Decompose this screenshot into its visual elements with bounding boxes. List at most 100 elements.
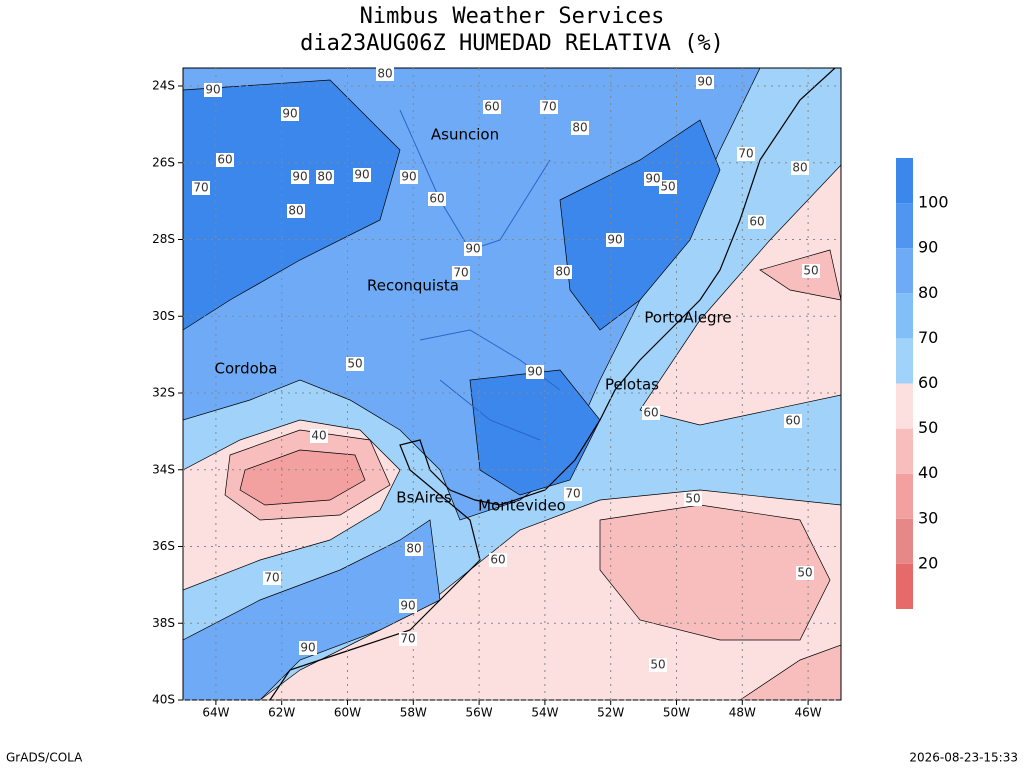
contour-label: 90 bbox=[697, 75, 712, 89]
contour-label: 50 bbox=[797, 566, 812, 580]
contour-label: 90 bbox=[300, 641, 315, 655]
colorbar-swatch bbox=[896, 203, 913, 249]
lon-tick-label: 46W bbox=[795, 706, 822, 720]
contour-label: 80 bbox=[555, 265, 570, 279]
colorbar-swatch bbox=[896, 338, 913, 384]
contour-label-box bbox=[400, 170, 418, 184]
contour-label-box bbox=[737, 147, 755, 161]
city-label: Pelotas bbox=[605, 376, 659, 394]
contour-label: 90 bbox=[354, 168, 369, 182]
colorbar-swatch bbox=[896, 383, 913, 429]
city-label: Cordoba bbox=[215, 360, 278, 378]
contour-label-box bbox=[299, 641, 317, 655]
contour-label-box bbox=[571, 121, 589, 135]
colorbar-label: 40 bbox=[918, 463, 938, 482]
contour-label: 70 bbox=[541, 100, 556, 114]
contour-label: 90 bbox=[401, 170, 416, 184]
colorbar-swatch bbox=[896, 473, 913, 519]
contour-label: 60 bbox=[749, 215, 764, 229]
lat-tick-label: 36S bbox=[152, 539, 175, 553]
contour-label: 50 bbox=[650, 658, 665, 672]
lon-tick-label: 50W bbox=[663, 706, 690, 720]
contour-label-box bbox=[642, 406, 660, 420]
contour-label: 80 bbox=[572, 121, 587, 135]
contour-label-box bbox=[346, 357, 364, 371]
colorbar-label: 50 bbox=[918, 418, 938, 437]
colorbar-label: 20 bbox=[918, 553, 938, 572]
contour-label-box bbox=[204, 83, 222, 97]
contour-label: 50 bbox=[347, 357, 362, 371]
city-label: Reconquista bbox=[367, 277, 459, 295]
contour-label-box bbox=[526, 365, 544, 379]
contour-label-box bbox=[452, 266, 470, 280]
lon-tick-label: 56W bbox=[466, 706, 493, 720]
city-label: BsAires bbox=[396, 489, 452, 507]
contour-label: 90 bbox=[607, 233, 622, 247]
contour-label: 60 bbox=[217, 153, 232, 167]
lat-tick-label: 32S bbox=[152, 386, 175, 400]
contour-label-box bbox=[399, 632, 417, 646]
lon-tick-label: 58W bbox=[400, 706, 427, 720]
colorbar-swatch bbox=[896, 158, 913, 204]
contour-label-box bbox=[291, 170, 309, 184]
contour-label: 80 bbox=[317, 170, 332, 184]
colorbar-swatch bbox=[896, 428, 913, 474]
contour-label-box bbox=[405, 542, 423, 556]
contour-label-box bbox=[791, 161, 809, 175]
title-line: Nimbus Weather Services bbox=[360, 4, 665, 29]
contour-label-box bbox=[606, 233, 624, 247]
city-label: Montevideo bbox=[478, 497, 566, 515]
lat-tick-label: 30S bbox=[152, 309, 175, 323]
lon-tick-label: 52W bbox=[597, 706, 624, 720]
contour-label: 80 bbox=[792, 161, 807, 175]
contour-label-box bbox=[483, 100, 501, 114]
contour-label-box bbox=[564, 487, 582, 501]
contour-label: 50 bbox=[685, 492, 700, 506]
contour-label: 50 bbox=[660, 180, 675, 194]
contour-label: 60 bbox=[785, 414, 800, 428]
contour-label-box bbox=[216, 153, 234, 167]
colorbar-swatch bbox=[896, 563, 913, 609]
lon-tick-label: 48W bbox=[729, 706, 756, 720]
title-line: dia23AUG06Z HUMEDAD RELATIVA (%) bbox=[300, 31, 724, 56]
contour-label: 90 bbox=[282, 107, 297, 121]
colorbar-label: 70 bbox=[918, 328, 938, 347]
contour-label: 60 bbox=[429, 192, 444, 206]
lat-tick-label: 38S bbox=[152, 616, 175, 630]
contour-label: 90 bbox=[400, 599, 415, 613]
contour-label: 90 bbox=[465, 242, 480, 256]
city-label: Asuncion bbox=[431, 126, 499, 144]
colorbar-swatch bbox=[896, 518, 913, 564]
contour-label: 60 bbox=[490, 553, 505, 567]
colorbar-label: 30 bbox=[918, 508, 938, 527]
contour-label-box bbox=[281, 107, 299, 121]
contour-label-box bbox=[316, 170, 334, 184]
contour-label: 70 bbox=[738, 147, 753, 161]
contour-label: 60 bbox=[484, 100, 499, 114]
contour-label-box bbox=[310, 429, 328, 443]
footer-right: 2026-08-23-15:33 bbox=[909, 751, 1018, 765]
footer-left: GrADS/COLA bbox=[6, 751, 83, 765]
colorbar-swatch bbox=[896, 248, 913, 294]
contour-label-box bbox=[796, 566, 814, 580]
lon-tick-label: 60W bbox=[334, 706, 361, 720]
contour-label-box bbox=[649, 658, 667, 672]
contour-label-box bbox=[554, 265, 572, 279]
colorbar-label: 100 bbox=[918, 193, 949, 212]
contour-label: 40 bbox=[311, 429, 326, 443]
contour-label-box bbox=[287, 204, 305, 218]
contour-label: 70 bbox=[565, 487, 580, 501]
contour-label-box bbox=[192, 181, 210, 195]
contour-label-box bbox=[376, 67, 394, 81]
colorbar-label: 60 bbox=[918, 373, 938, 392]
contour-label-box bbox=[659, 180, 677, 194]
contour-label: 70 bbox=[400, 632, 415, 646]
contour-label: 80 bbox=[288, 204, 303, 218]
colorbar-label: 80 bbox=[918, 283, 938, 302]
contour-label-box bbox=[784, 414, 802, 428]
contour-label: 90 bbox=[205, 83, 220, 97]
lat-tick-label: 28S bbox=[152, 232, 175, 246]
lon-tick-label: 62W bbox=[268, 706, 295, 720]
contour-label: 80 bbox=[377, 67, 392, 81]
